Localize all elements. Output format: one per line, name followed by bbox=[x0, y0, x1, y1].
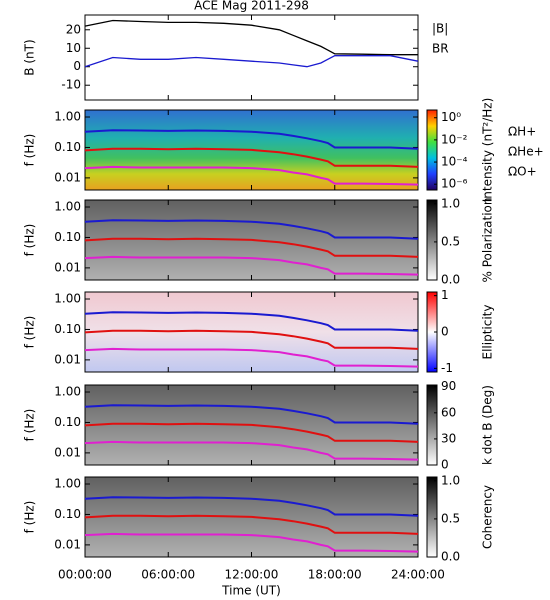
y-axis-label: f (Hz) bbox=[23, 134, 37, 167]
x-tick-label: 12:00:00 bbox=[225, 568, 279, 582]
x-axis-label: Time (UT) bbox=[221, 584, 281, 598]
x-tick-label: 00:00:00 bbox=[58, 568, 112, 582]
colorbar bbox=[426, 199, 438, 281]
series-line bbox=[84, 496, 419, 517]
series-line bbox=[84, 219, 419, 240]
series-line bbox=[84, 532, 419, 553]
y-tick-label: 20 bbox=[66, 22, 81, 36]
colorbar-tick-label: 0.5 bbox=[441, 511, 460, 525]
colorbar-tick-label: 0 bbox=[441, 325, 449, 339]
colorbar-tick-label: 30 bbox=[441, 431, 456, 445]
legend-label: ΩH+ bbox=[508, 125, 536, 139]
colorbar bbox=[426, 109, 438, 191]
colorbar-label: Intensity (nT²/Hz) bbox=[481, 98, 495, 203]
y-tick-label: 1.00 bbox=[54, 292, 81, 306]
colorbar-label: Coherency bbox=[481, 485, 495, 549]
y-tick-label: 0.01 bbox=[54, 260, 81, 274]
colorbar-label: % Polarization bbox=[481, 198, 495, 283]
colorbar-label: k dot B (Deg) bbox=[481, 385, 495, 465]
x-tick-label: 06:00:00 bbox=[141, 568, 195, 582]
x-tick-label: 24:00:00 bbox=[391, 568, 445, 582]
y-tick-label: 0 bbox=[73, 59, 81, 73]
series-line bbox=[84, 165, 419, 186]
y-tick-label: 1.00 bbox=[54, 477, 81, 491]
y-tick-label: 0.01 bbox=[54, 537, 81, 551]
colorbar-tick-label: 10⁻⁶ bbox=[441, 177, 468, 191]
y-tick-label: 0.10 bbox=[54, 322, 81, 336]
series-line bbox=[84, 347, 419, 368]
colorbar-tick-label: 0 bbox=[441, 458, 449, 472]
y-tick-label: 10 bbox=[66, 41, 81, 55]
series-line bbox=[84, 329, 419, 350]
y-tick-label: 1.00 bbox=[54, 385, 81, 399]
colorbar-tick-label: 90 bbox=[441, 379, 456, 393]
series-line bbox=[84, 311, 419, 332]
series-line bbox=[84, 129, 419, 150]
colorbar-tick-label: 10⁻² bbox=[441, 132, 468, 146]
y-tick-label: 0.01 bbox=[54, 170, 81, 184]
colorbar-tick-label: 1.0 bbox=[441, 473, 460, 487]
series-line bbox=[84, 237, 419, 258]
colorbar bbox=[426, 384, 438, 466]
y-tick-label: 0.10 bbox=[54, 507, 81, 521]
colorbar-tick-label: 10⁰ bbox=[441, 110, 461, 124]
series-line bbox=[84, 147, 419, 168]
y-tick-label: 0.01 bbox=[54, 352, 81, 366]
y-tick-label: 1.00 bbox=[54, 110, 81, 124]
colorbar-tick-label: -1 bbox=[441, 361, 453, 375]
series-line bbox=[84, 55, 419, 68]
plot-frame bbox=[84, 14, 419, 101]
series-line bbox=[84, 440, 419, 461]
legend-label: ΩHe+ bbox=[508, 145, 544, 159]
colorbar bbox=[426, 476, 438, 558]
y-axis-label: f (Hz) bbox=[23, 501, 37, 534]
y-tick-label: 0.01 bbox=[54, 445, 81, 459]
series-line bbox=[84, 422, 419, 443]
y-axis-label: B (nT) bbox=[23, 39, 37, 75]
y-axis-label: f (Hz) bbox=[23, 224, 37, 257]
series-line bbox=[84, 514, 419, 535]
y-axis-label: f (Hz) bbox=[23, 316, 37, 349]
legend-label: BR bbox=[432, 42, 449, 56]
x-tick-label: 18:00:00 bbox=[308, 568, 362, 582]
series-line bbox=[84, 404, 419, 425]
colorbar-tick-label: 10⁻⁴ bbox=[441, 155, 468, 169]
series-line bbox=[84, 19, 418, 56]
y-tick-label: -10 bbox=[61, 78, 81, 92]
y-tick-label: 0.10 bbox=[54, 230, 81, 244]
colorbar-label: Ellipticity bbox=[481, 305, 495, 360]
y-tick-label: 0.10 bbox=[54, 140, 81, 154]
series-line bbox=[84, 255, 419, 276]
colorbar-tick-label: 0.0 bbox=[441, 550, 460, 564]
y-axis-label: f (Hz) bbox=[23, 409, 37, 442]
colorbar-tick-label: 1 bbox=[441, 288, 449, 302]
legend-label: ΩO+ bbox=[508, 165, 537, 179]
y-tick-label: 1.00 bbox=[54, 200, 81, 214]
colorbar-tick-label: 1.0 bbox=[441, 196, 460, 210]
legend-label: |B| bbox=[432, 22, 448, 36]
y-tick-label: 0.10 bbox=[54, 415, 81, 429]
chart-title: ACE Mag 2011-298 bbox=[194, 0, 309, 13]
colorbar-tick-label: 0.0 bbox=[441, 273, 460, 287]
colorbar-tick-label: 60 bbox=[441, 405, 456, 419]
colorbar-tick-label: 0.5 bbox=[441, 234, 460, 248]
